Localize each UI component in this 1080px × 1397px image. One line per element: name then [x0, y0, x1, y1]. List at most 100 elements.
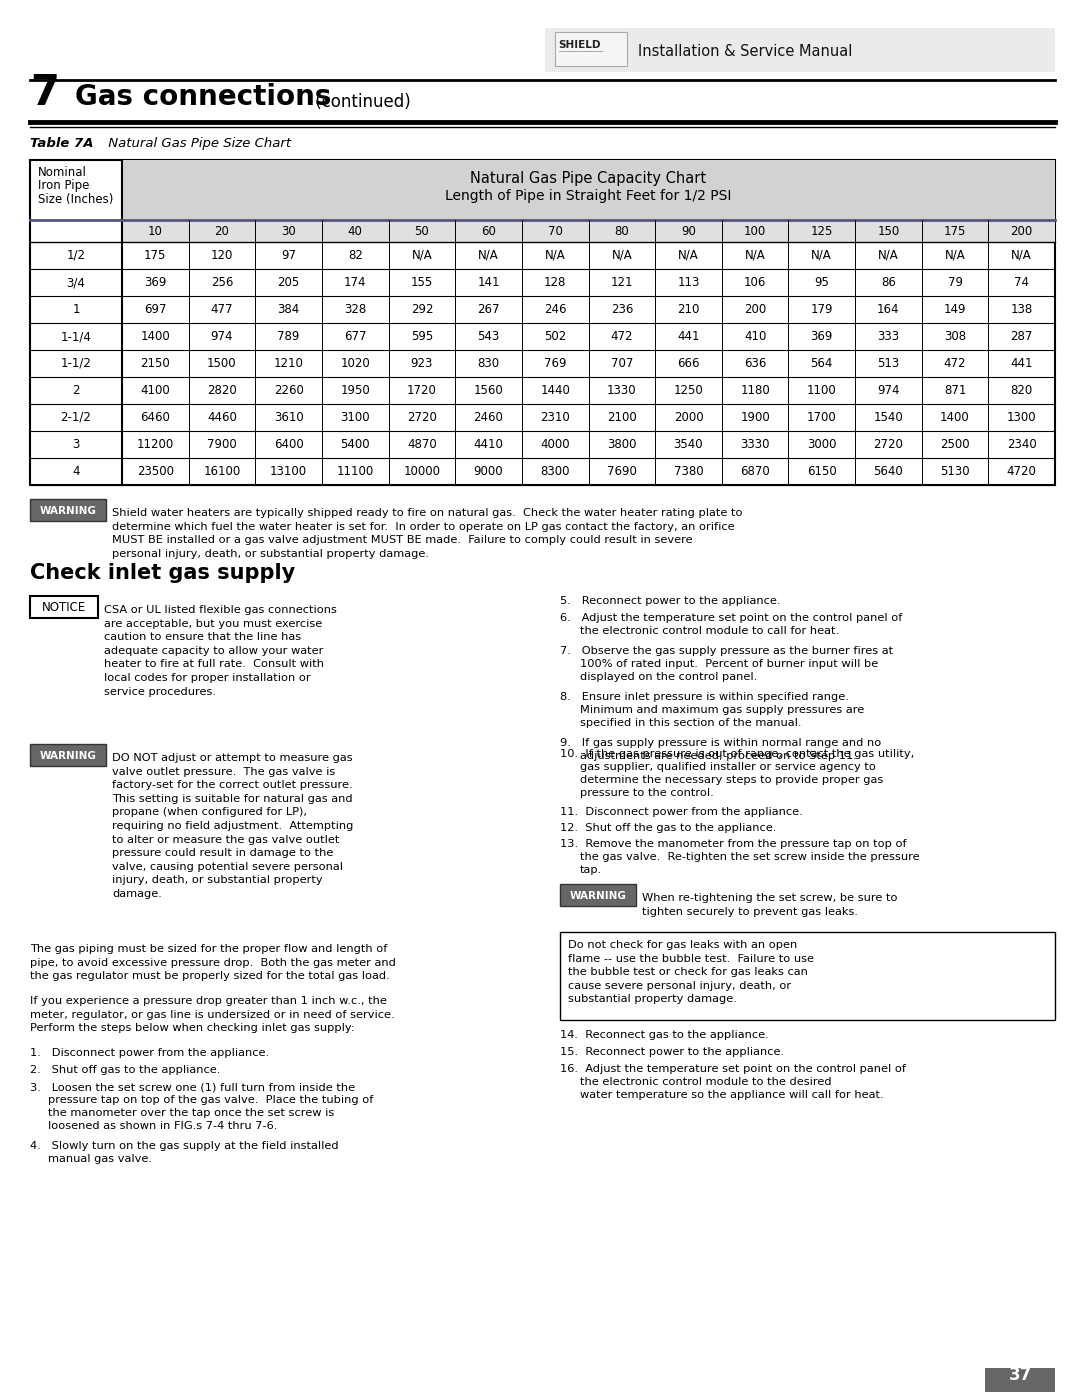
Text: 5400: 5400 — [340, 439, 370, 451]
Text: 308: 308 — [944, 330, 967, 344]
Text: 6400: 6400 — [273, 439, 303, 451]
Text: 11100: 11100 — [337, 465, 374, 478]
Text: 328: 328 — [345, 303, 366, 316]
Text: 820: 820 — [1011, 384, 1032, 397]
Text: 636: 636 — [744, 358, 767, 370]
Text: 666: 666 — [677, 358, 700, 370]
Text: 1540: 1540 — [874, 411, 903, 425]
Text: water temperature so the appliance will call for heat.: water temperature so the appliance will … — [580, 1090, 883, 1099]
Text: 13.  Remove the manometer from the pressure tap on top of: 13. Remove the manometer from the pressu… — [561, 840, 906, 849]
Text: 155: 155 — [410, 277, 433, 289]
Text: Minimum and maximum gas supply pressures are: Minimum and maximum gas supply pressures… — [580, 705, 864, 715]
Text: 175: 175 — [944, 225, 967, 237]
Text: 2720: 2720 — [407, 411, 436, 425]
Text: 3540: 3540 — [674, 439, 703, 451]
Text: pressure tap on top of the gas valve.  Place the tubing of: pressure tap on top of the gas valve. Pl… — [48, 1095, 374, 1105]
Text: 1-1/4: 1-1/4 — [60, 330, 92, 344]
Bar — [30, 161, 1055, 485]
Text: Do not check for gas leaks with an open
flame -- use the bubble test.  Failure t: Do not check for gas leaks with an open … — [568, 940, 814, 1004]
Text: 1-1/2: 1-1/2 — [60, 358, 92, 370]
Text: 1500: 1500 — [207, 358, 237, 370]
Bar — [985, 1368, 1055, 1391]
Text: 697: 697 — [144, 303, 166, 316]
Text: 1020: 1020 — [340, 358, 370, 370]
Text: the manometer over the tap once the set screw is: the manometer over the tap once the set … — [48, 1108, 334, 1118]
Text: Length of Pipe in Straight Feet for 1/2 PSI: Length of Pipe in Straight Feet for 1/2 … — [445, 189, 731, 203]
Text: 2.   Shut off gas to the appliance.: 2. Shut off gas to the appliance. — [30, 1065, 220, 1076]
Text: Shield water heaters are typically shipped ready to fire on natural gas.  Check : Shield water heaters are typically shipp… — [112, 509, 743, 559]
Text: 472: 472 — [610, 330, 633, 344]
Text: displayed on the control panel.: displayed on the control panel. — [580, 672, 757, 682]
Text: tap.: tap. — [580, 865, 603, 875]
Text: 2260: 2260 — [273, 384, 303, 397]
Text: 141: 141 — [477, 277, 500, 289]
Text: 974: 974 — [877, 384, 900, 397]
Text: 20: 20 — [215, 225, 229, 237]
Text: Gas connections: Gas connections — [75, 82, 332, 110]
Text: 14.  Reconnect gas to the appliance.: 14. Reconnect gas to the appliance. — [561, 1030, 769, 1039]
Text: 6460: 6460 — [140, 411, 171, 425]
Text: 5.   Reconnect power to the appliance.: 5. Reconnect power to the appliance. — [561, 597, 781, 606]
Text: SHIELD: SHIELD — [558, 41, 600, 50]
Bar — [30, 597, 98, 617]
Text: WARNING: WARNING — [40, 752, 96, 761]
Text: 1300: 1300 — [1007, 411, 1037, 425]
Text: 871: 871 — [944, 384, 967, 397]
Text: 2500: 2500 — [941, 439, 970, 451]
Text: 333: 333 — [877, 330, 900, 344]
Text: 236: 236 — [610, 303, 633, 316]
Text: 1/2: 1/2 — [67, 249, 85, 263]
Text: 1100: 1100 — [807, 384, 837, 397]
Text: 513: 513 — [877, 358, 900, 370]
Text: 10: 10 — [148, 225, 163, 237]
Text: 3000: 3000 — [807, 439, 837, 451]
Text: 502: 502 — [544, 330, 566, 344]
Text: 9.   If gas supply pressure is within normal range and no: 9. If gas supply pressure is within norm… — [561, 738, 881, 747]
Text: 80: 80 — [615, 225, 630, 237]
Text: WARNING: WARNING — [569, 891, 626, 901]
Text: 79: 79 — [947, 277, 962, 289]
Text: 4870: 4870 — [407, 439, 436, 451]
Text: 70: 70 — [548, 225, 563, 237]
Text: 287: 287 — [1011, 330, 1032, 344]
Text: Table 7A: Table 7A — [30, 137, 94, 149]
Text: The gas piping must be sized for the proper flow and length of
pipe, to avoid ex: The gas piping must be sized for the pro… — [30, 944, 396, 981]
Text: 5130: 5130 — [941, 465, 970, 478]
Text: 97: 97 — [281, 249, 296, 263]
Text: 4720: 4720 — [1007, 465, 1037, 478]
Text: 1560: 1560 — [474, 384, 503, 397]
Text: 13100: 13100 — [270, 465, 307, 478]
Text: 1720: 1720 — [407, 384, 436, 397]
Text: 1440: 1440 — [540, 384, 570, 397]
Text: 9000: 9000 — [474, 465, 503, 478]
Text: 1.   Disconnect power from the appliance.: 1. Disconnect power from the appliance. — [30, 1048, 269, 1058]
Text: 2310: 2310 — [540, 411, 570, 425]
Text: 256: 256 — [211, 277, 233, 289]
Text: 10.  If the gas pressure is out of range, contact the gas utility,: 10. If the gas pressure is out of range,… — [561, 749, 915, 759]
Text: 7.   Observe the gas supply pressure as the burner fires at: 7. Observe the gas supply pressure as th… — [561, 645, 893, 657]
Bar — [30, 499, 106, 521]
Text: 179: 179 — [810, 303, 833, 316]
Text: 2460: 2460 — [474, 411, 503, 425]
Text: 40: 40 — [348, 225, 363, 237]
Text: N/A: N/A — [811, 249, 832, 263]
Text: WARNING: WARNING — [40, 506, 96, 515]
Text: loosened as shown in FIG.s 7-4 thru 7-6.: loosened as shown in FIG.s 7-4 thru 7-6. — [48, 1120, 278, 1132]
Text: 30: 30 — [281, 225, 296, 237]
Text: 441: 441 — [1011, 358, 1032, 370]
Text: 4: 4 — [72, 465, 80, 478]
Text: 128: 128 — [544, 277, 566, 289]
Text: 100: 100 — [744, 225, 766, 237]
Text: 3800: 3800 — [607, 439, 636, 451]
Text: If you experience a pressure drop greater than 1 inch w.c., the
meter, regulator: If you experience a pressure drop greate… — [30, 996, 394, 1034]
Text: 789: 789 — [278, 330, 300, 344]
Text: 7690: 7690 — [607, 465, 637, 478]
Text: CSA or UL listed flexible gas connections
are acceptable, but you must exercise
: CSA or UL listed flexible gas connection… — [104, 605, 337, 697]
Text: 1330: 1330 — [607, 384, 636, 397]
Text: 2-1/2: 2-1/2 — [60, 411, 92, 425]
Text: Natural Gas Pipe Size Chart: Natural Gas Pipe Size Chart — [104, 137, 292, 149]
Text: 2100: 2100 — [607, 411, 637, 425]
Text: 6.   Adjust the temperature set point on the control panel of: 6. Adjust the temperature set point on t… — [561, 613, 903, 623]
Text: 74: 74 — [1014, 277, 1029, 289]
Text: Natural Gas Pipe Capacity Chart: Natural Gas Pipe Capacity Chart — [471, 170, 706, 186]
